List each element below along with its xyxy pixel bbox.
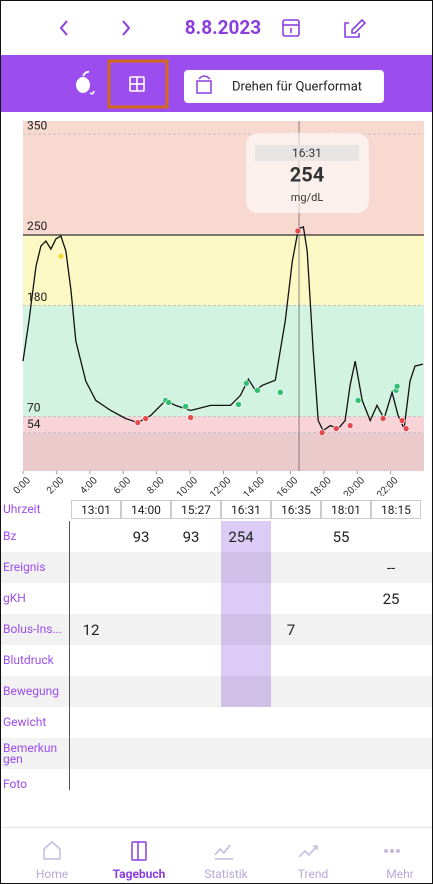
nav-item[interactable]: Mehr	[386, 867, 414, 881]
time-header: 13:01	[71, 500, 121, 519]
prev-button[interactable]	[59, 20, 68, 36]
glucose-dot	[379, 415, 387, 422]
calendar-button[interactable]	[282, 19, 300, 37]
label-divider	[69, 521, 70, 790]
glucose-dot	[57, 252, 65, 260]
glucose-dot	[294, 227, 302, 235]
header-label: Uhrzeit	[3, 502, 41, 516]
y-tick-label: 350	[27, 118, 47, 132]
cell-value: 254	[228, 527, 254, 546]
row-stripe	[1, 552, 432, 583]
row-label: Gewicht	[3, 715, 47, 729]
range-band	[23, 432, 424, 471]
row-label: Ereignis	[3, 560, 46, 574]
row-stripe	[1, 614, 432, 645]
top-bars: 8.8.2023 Drehen für Querformat	[1, 16, 432, 112]
glucose-dot	[187, 414, 194, 421]
selected-column	[221, 521, 271, 707]
glucose-dot	[354, 397, 362, 404]
food-button[interactable]	[76, 70, 95, 95]
edit-button[interactable]	[344, 18, 367, 38]
range-band	[23, 305, 424, 417]
range-band	[23, 416, 424, 433]
glucose-dot	[254, 387, 261, 394]
time-header: 16:31	[221, 500, 271, 519]
tooltip-unit: mg/dL	[291, 191, 324, 204]
time-header: 18:15	[371, 500, 421, 519]
y-tick-label: 250	[27, 219, 47, 233]
row-label: gKH	[3, 591, 26, 605]
y-tick-label: 54	[27, 417, 41, 431]
cell-value: 93	[182, 527, 200, 546]
row-label: Foto	[3, 777, 28, 791]
y-tick-label: 180	[27, 290, 47, 304]
tooltip-time-bg	[255, 145, 359, 161]
time-header: 14:00	[121, 500, 171, 519]
nav-icons	[43, 841, 400, 861]
glucose-dot	[182, 403, 189, 410]
range-band	[23, 234, 424, 306]
row-label: Bewegung	[3, 684, 59, 698]
glucose-dot	[235, 401, 242, 408]
rotate-button[interactable]	[184, 70, 384, 103]
row-label: Bz	[3, 529, 17, 543]
row-label: Blutdruck	[3, 653, 54, 667]
grid-icon	[129, 76, 145, 92]
row-stripe	[1, 676, 432, 707]
cell-value: 7	[286, 620, 296, 639]
grid-view-button[interactable]	[107, 59, 169, 109]
glucose-dot	[402, 425, 410, 432]
cell-value: 12	[82, 620, 100, 639]
row-label: Bolus-Ins...	[3, 622, 62, 636]
nav-item[interactable]: Trend	[297, 867, 329, 881]
glucose-dot	[277, 389, 284, 396]
rotate-label: Drehen für Querformat	[232, 79, 362, 94]
time-header: 16:35	[271, 500, 321, 519]
glucose-dot	[134, 419, 142, 426]
nav-item[interactable]: Tagebuch	[112, 867, 166, 881]
glucose-dot	[165, 399, 172, 406]
time-header: 18:01	[321, 500, 371, 519]
nav-item[interactable]: Home	[35, 867, 69, 881]
diary-table: Uhrzeit 13:01 14:00 15:27 16:31 16:35 18:01 18:…	[1, 498, 432, 808]
glucose-dot	[332, 425, 340, 432]
nav-divider	[1, 827, 432, 828]
time-header: 15:27	[171, 500, 221, 519]
row-label: Bemerkun gen	[3, 740, 58, 766]
glucose-dot	[393, 382, 401, 390]
glucose-dot	[142, 415, 149, 422]
nav-item[interactable]: Statistik	[204, 867, 248, 881]
y-tick-label: 70	[27, 401, 41, 415]
glucose-dot	[346, 422, 354, 429]
glucose-dot	[318, 429, 326, 436]
cell-value: 93	[132, 527, 150, 546]
glucose-dot	[398, 417, 406, 424]
next-button[interactable]	[122, 20, 131, 36]
rotate-icon	[196, 75, 212, 94]
glucose-dot	[243, 379, 250, 387]
date: 8.8.2023	[185, 16, 261, 39]
cell-value: --	[386, 558, 396, 577]
cell-value: 55	[332, 527, 350, 546]
cell-value: 25	[382, 589, 400, 608]
row-stripe	[1, 738, 432, 769]
tooltip-time: 16:31	[292, 146, 322, 160]
tooltip-value: 254	[290, 162, 324, 186]
